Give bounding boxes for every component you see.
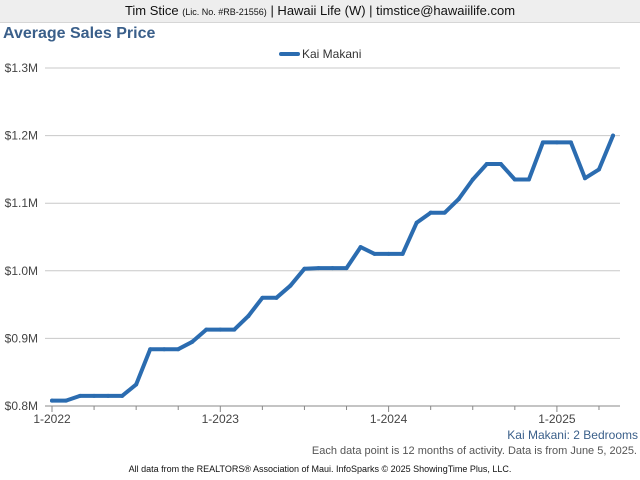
header-bar: Tim Stice (Lic. No. #RB-21556) | Hawaii … [0, 0, 640, 23]
legend-label: Kai Makani [302, 47, 361, 61]
data-point [106, 393, 111, 398]
data-point [134, 382, 139, 387]
data-point [540, 140, 545, 145]
y-tick-label: $1.0M [5, 264, 38, 278]
data-point [456, 197, 461, 202]
y-tick-label: $0.8M [5, 399, 38, 413]
brokerage-contact: | Hawaii Life (W) | timstice@hawaiilife.… [270, 3, 516, 18]
x-tick-label: 1-2025 [538, 412, 576, 426]
data-point [414, 220, 419, 225]
data-point [498, 161, 503, 166]
y-tick-label: $1.2M [5, 129, 38, 143]
data-point [330, 266, 335, 271]
data-point [288, 283, 293, 288]
data-point [386, 251, 391, 256]
y-tick-label: $0.9M [5, 331, 38, 345]
data-point [92, 393, 97, 398]
data-point [512, 177, 517, 182]
chart-title: Average Sales Price [3, 25, 156, 42]
data-footnote: Each data point is 12 months of activity… [311, 445, 637, 457]
data-point [358, 245, 363, 250]
data-point [190, 339, 195, 344]
data-point [218, 327, 223, 332]
data-point [554, 140, 559, 145]
data-point [120, 393, 125, 398]
license-number: (Lic. No. #RB-21556) [182, 7, 267, 17]
data-point [246, 314, 251, 319]
data-point [64, 398, 69, 403]
data-point [204, 327, 209, 332]
agent-name: Tim Stice [124, 3, 179, 18]
data-point [344, 266, 349, 271]
data-point [78, 393, 83, 398]
chart-subtitle: Kai Makani: 2 Bedrooms [507, 428, 638, 442]
data-point [176, 347, 181, 352]
data-point [568, 140, 573, 145]
data-point [400, 251, 405, 256]
data-point [232, 327, 237, 332]
data-point [484, 161, 489, 166]
data-point [596, 167, 601, 172]
data-point [162, 347, 167, 352]
data-point [442, 210, 447, 215]
x-tick-label: 1-2024 [370, 412, 408, 426]
y-tick-label: $1.1M [5, 196, 38, 210]
x-tick-label: 1-2022 [33, 412, 71, 426]
credits-line: All data from the REALTORS® Association … [128, 464, 512, 474]
y-tick-label: $1.3M [5, 61, 38, 75]
data-point [372, 251, 377, 256]
data-point [611, 133, 615, 138]
data-point [470, 177, 475, 182]
data-point [148, 347, 153, 352]
data-point [316, 266, 321, 271]
data-point [260, 295, 265, 300]
data-point [582, 176, 587, 181]
data-point [526, 177, 531, 182]
data-point [274, 295, 279, 300]
data-point [428, 210, 433, 215]
data-point [302, 266, 307, 271]
x-tick-label: 1-2023 [202, 412, 240, 426]
data-point [50, 398, 54, 403]
